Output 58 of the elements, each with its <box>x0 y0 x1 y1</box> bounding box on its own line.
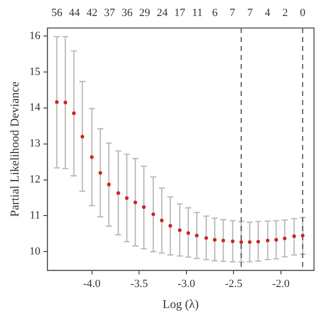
text: 42 <box>86 7 98 19</box>
y-tick-label: 12 <box>29 174 40 186</box>
point <box>168 224 172 228</box>
text: 17 <box>174 7 186 19</box>
point <box>55 100 59 104</box>
y-tick-label: 14 <box>29 102 41 114</box>
x-tick-label: -2.0 <box>272 278 290 290</box>
x-tick-label: -3.0 <box>178 278 196 290</box>
point <box>194 234 199 238</box>
x-tick-label: -4.0 <box>83 278 102 290</box>
text: 7 <box>230 7 236 19</box>
x-tick-label: -3.5 <box>130 278 148 290</box>
point <box>230 239 234 244</box>
point <box>64 100 68 104</box>
point <box>151 212 156 216</box>
text: 7 <box>247 7 254 19</box>
y-tick-label: 10 <box>29 246 41 258</box>
point <box>80 134 84 138</box>
x-axis-title: Log (λ) <box>162 296 199 311</box>
y-tick-label: 11 <box>30 210 40 222</box>
point <box>178 228 182 232</box>
point <box>221 238 226 242</box>
text: 24 <box>156 7 168 19</box>
point <box>134 200 138 204</box>
y-tick-label: 15 <box>29 66 41 78</box>
point <box>282 236 286 240</box>
point <box>212 238 217 242</box>
y-tick-label: 13 <box>29 138 41 150</box>
text: 29 <box>139 7 151 19</box>
text: 2 <box>282 7 288 19</box>
point <box>292 234 296 238</box>
y-axis-title: Partial Likelihood Deviance <box>7 82 22 217</box>
text: 4 <box>264 7 271 19</box>
y-tick-label: 16 <box>29 30 41 42</box>
text: 36 <box>122 7 134 19</box>
text: 11 <box>192 7 203 19</box>
text: 56 <box>51 7 63 19</box>
point <box>90 155 94 159</box>
point <box>274 238 278 242</box>
point <box>116 191 120 195</box>
text: 44 <box>68 7 80 19</box>
text: 6 <box>212 7 218 19</box>
point <box>107 182 111 186</box>
point <box>248 240 252 244</box>
point <box>160 218 164 222</box>
x-tick-label: -2.5 <box>224 278 243 290</box>
text: 0 <box>300 7 306 19</box>
text: 37 <box>104 7 116 19</box>
point <box>300 234 304 238</box>
point <box>186 231 190 235</box>
point <box>125 196 129 200</box>
point <box>239 240 244 244</box>
point <box>256 240 260 244</box>
point <box>72 111 76 116</box>
point <box>266 238 270 242</box>
point <box>142 205 146 209</box>
point <box>98 171 102 175</box>
point <box>204 236 208 240</box>
